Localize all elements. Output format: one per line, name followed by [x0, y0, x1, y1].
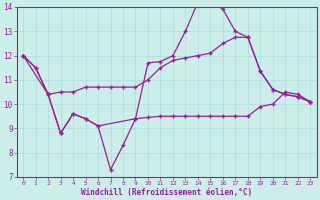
X-axis label: Windchill (Refroidissement éolien,°C): Windchill (Refroidissement éolien,°C)	[81, 188, 252, 197]
